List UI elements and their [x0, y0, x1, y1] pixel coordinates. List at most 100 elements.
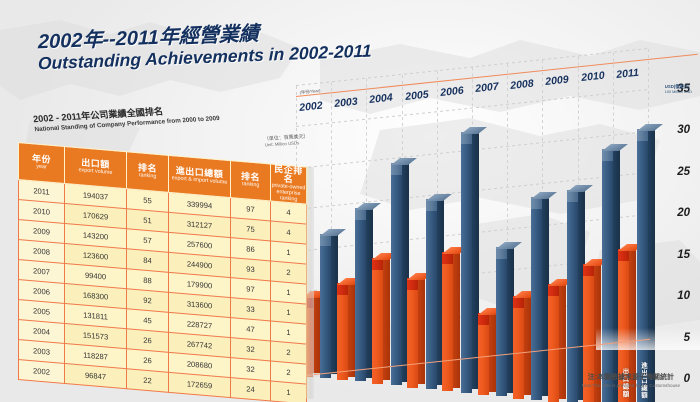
bar-cap — [601, 148, 613, 161]
bar-cap — [425, 199, 437, 212]
performance-table-panel: 2002 - 2011年公司業績全國排名 National Standing o… — [18, 106, 314, 402]
bar-cap — [496, 247, 508, 260]
bar-side — [629, 245, 637, 402]
x-axis-label-2008: 2008 — [509, 77, 535, 92]
table-unit-note: （单位：百萬美元） Unit: Million USDs — [263, 133, 309, 148]
table-panel-edge — [306, 166, 314, 400]
column-header-export-volume: 出口額 export volume — [64, 146, 127, 190]
chart-footnote: 注:本圖數據來源于海關統計 Note:The date is provided … — [582, 372, 680, 388]
bar-cap — [477, 313, 489, 326]
bar-series-label: 進出口總額 — [639, 362, 647, 400]
bar-face — [566, 189, 578, 402]
bar-face — [531, 196, 543, 400]
column-header-export-ranking: 排名 ranking — [126, 151, 169, 193]
cell-total-ranking: 24 — [230, 377, 271, 402]
bar-total-2010 — [601, 143, 628, 402]
y-axis-unit-cn: USD(億美元) — [664, 84, 690, 89]
y-axis-tick-0: 0 — [683, 373, 690, 385]
bar-total-2011: 進出口總額 — [636, 124, 663, 402]
column-header-year: 年份 year — [18, 142, 65, 184]
bar-cap — [548, 283, 560, 296]
bar-cap — [390, 163, 402, 176]
bar-face — [618, 249, 630, 402]
bar-cap — [618, 249, 630, 262]
bar-total-2002 — [320, 229, 347, 378]
footnote-en: Note:The date is provided by the Customs… — [581, 383, 680, 388]
bar-face — [336, 282, 348, 381]
bar-side — [523, 292, 531, 396]
chart-y-axis: USD(億美元) 100 Million USD 0 5 10 15 20 25 30 35 — [650, 83, 700, 385]
bar-side — [559, 280, 567, 399]
chart-y-axis-unit: USD(億美元) 100 Million USD — [665, 84, 692, 94]
bar-face — [477, 313, 489, 396]
bar-side — [347, 279, 355, 377]
x-axis-label-2002: 2002 — [298, 99, 324, 114]
column-header-total-volume: 進出口總額 export & import volume — [168, 155, 231, 198]
y-axis-tick-35: 35 — [677, 83, 690, 95]
bar-export-2003 — [336, 277, 363, 381]
bar-face — [425, 199, 437, 389]
bar-side — [312, 292, 320, 374]
bar-export-2006 — [442, 247, 469, 392]
bar-face — [390, 163, 402, 386]
bar-side — [471, 128, 479, 390]
bar-export-2008 — [512, 291, 539, 399]
bar-total-2008 — [531, 191, 558, 400]
bar-side — [383, 254, 391, 381]
y-axis-unit-en: 100 Million USD — [664, 90, 692, 94]
bar-face — [636, 129, 648, 402]
x-axis-label-2005: 2005 — [404, 88, 429, 103]
bar-cap — [372, 258, 384, 271]
bar-cap — [566, 189, 578, 202]
bar-face — [512, 296, 524, 399]
bar-export-2011: 出口總額 — [618, 244, 645, 402]
bar-side — [453, 248, 461, 388]
y-axis-tick-20: 20 — [677, 207, 690, 220]
bar-face — [407, 278, 419, 388]
x-axis-label-2006: 2006 — [439, 84, 465, 99]
bar-cap — [336, 282, 348, 295]
bar-face — [548, 283, 560, 402]
bar-cap — [636, 129, 648, 142]
bar-export-2005 — [407, 273, 434, 388]
bar-side — [647, 125, 655, 402]
bar-cap — [320, 234, 332, 247]
bar-side — [401, 159, 409, 382]
chart-plot-area: 出口總額 進出口總額 — [296, 48, 663, 402]
bar-export-2004 — [372, 253, 398, 384]
y-axis-tick-5: 5 — [683, 331, 690, 344]
bar-series-label: 出口總額 — [621, 368, 629, 398]
x-axis-label-2003: 2003 — [333, 95, 359, 110]
footnote-cn: 注:本圖數據來源于海關統計 — [587, 374, 675, 381]
bar-total-2003 — [355, 203, 382, 382]
bar-cap — [583, 264, 595, 277]
bar-face — [442, 252, 454, 392]
column-header-private-ranking-en: private-owned enterprise ranking — [271, 182, 306, 203]
column-header-total-ranking: 排名 ranking — [230, 160, 271, 202]
bar-total-2005 — [425, 194, 452, 389]
performance-table: 年份 year 出口額 export volume 排名 ranking 進出口… — [18, 142, 307, 402]
bar-face — [601, 148, 613, 402]
bar-face — [460, 132, 472, 393]
bar-cap — [512, 296, 524, 309]
bar-total-2007 — [496, 242, 523, 397]
column-header-private-ranking: 民企排名 private-owned enterprise ranking — [270, 164, 307, 205]
bar-side — [612, 145, 620, 402]
bar-side — [577, 186, 585, 401]
x-axis-label-2011: 2011 — [615, 66, 640, 81]
bar-chart: 出口總額 進出口總額 (年份/Year) 2002 2003 2004 2005 2006 2… — [295, 46, 700, 402]
bar-side — [331, 230, 339, 375]
bar-side — [507, 243, 515, 393]
bar-total-2006 — [460, 127, 487, 393]
bar-total-2009 — [566, 184, 593, 402]
bar-cap — [355, 208, 367, 221]
bar-side — [418, 274, 426, 385]
bar-export-2009 — [548, 278, 574, 402]
cell-private-ranking: 1 — [270, 381, 307, 402]
bar-cap — [442, 252, 454, 265]
bar-side — [542, 193, 550, 397]
bar-export-2007 — [477, 308, 504, 396]
y-axis-tick-10: 10 — [677, 290, 690, 303]
cell-export-ranking: 22 — [126, 369, 169, 393]
